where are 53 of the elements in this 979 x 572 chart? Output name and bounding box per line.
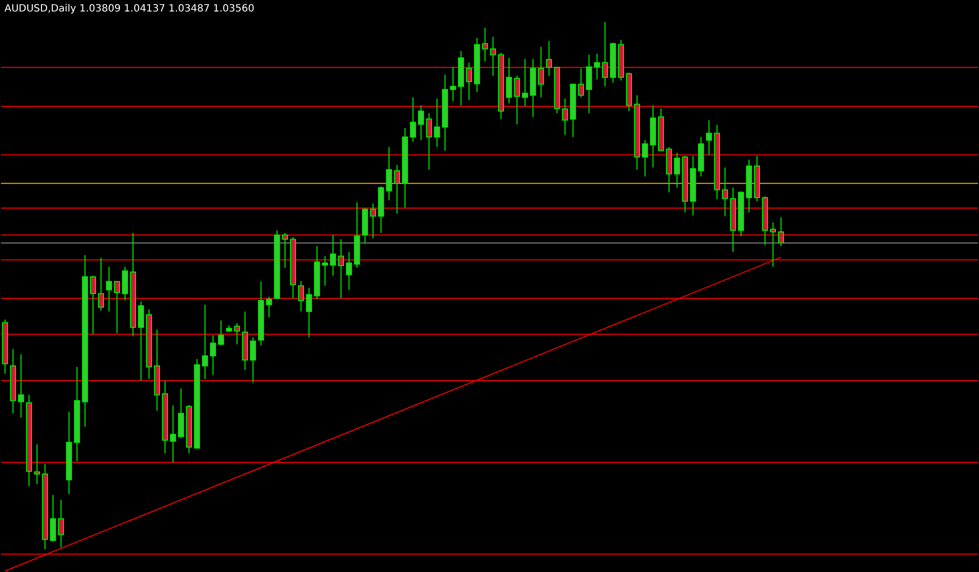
candlestick [218,320,224,346]
candlestick [522,58,528,107]
candlestick [50,494,56,542]
candlestick [674,152,680,188]
candlestick [418,104,424,141]
candlestick [770,222,776,268]
candlestick [514,75,520,125]
candlestick [602,22,608,87]
candlestick [298,280,304,312]
candlestick [170,404,176,463]
candlestick [202,304,208,380]
candlestick [538,46,544,98]
candlestick [466,62,472,101]
candlestick [234,322,240,345]
candlestick [594,53,600,80]
candlestick [546,40,552,76]
candlestick [642,140,648,178]
candlestick [426,112,432,170]
candlestick [18,354,24,418]
candlestick [250,336,256,384]
candlestick [210,334,216,376]
candlestick [330,234,336,276]
candlestick [778,216,784,247]
candlestick [106,266,112,312]
candlestick [58,499,64,548]
candlestick [370,202,376,239]
chart-title: AUDUSD,Daily 1.03809 1.04137 1.03487 1.03560 [4,4,254,14]
candlestick [282,232,288,268]
candlestick [386,146,392,201]
candlestick [98,257,104,311]
candlestick [306,287,312,338]
candlestick [482,27,488,62]
candlestick [722,167,728,217]
candlestick [506,57,512,104]
candlestick [394,164,400,214]
candlestick [266,296,272,318]
candlestick [450,66,456,102]
candlestick [34,444,40,484]
candlestick [346,251,352,290]
candlestick [490,36,496,76]
candlestick [138,301,144,382]
candlestick [434,98,440,148]
candlestick [322,256,328,286]
candlestick [562,98,568,136]
candlestick [706,120,712,156]
candlestick [410,96,416,142]
candlestick [90,275,96,335]
candlestick [114,280,120,334]
candlestick [586,54,592,114]
candlestick [178,388,184,439]
candlestick [122,266,128,301]
candlestick [578,68,584,98]
candlestick [338,238,344,299]
